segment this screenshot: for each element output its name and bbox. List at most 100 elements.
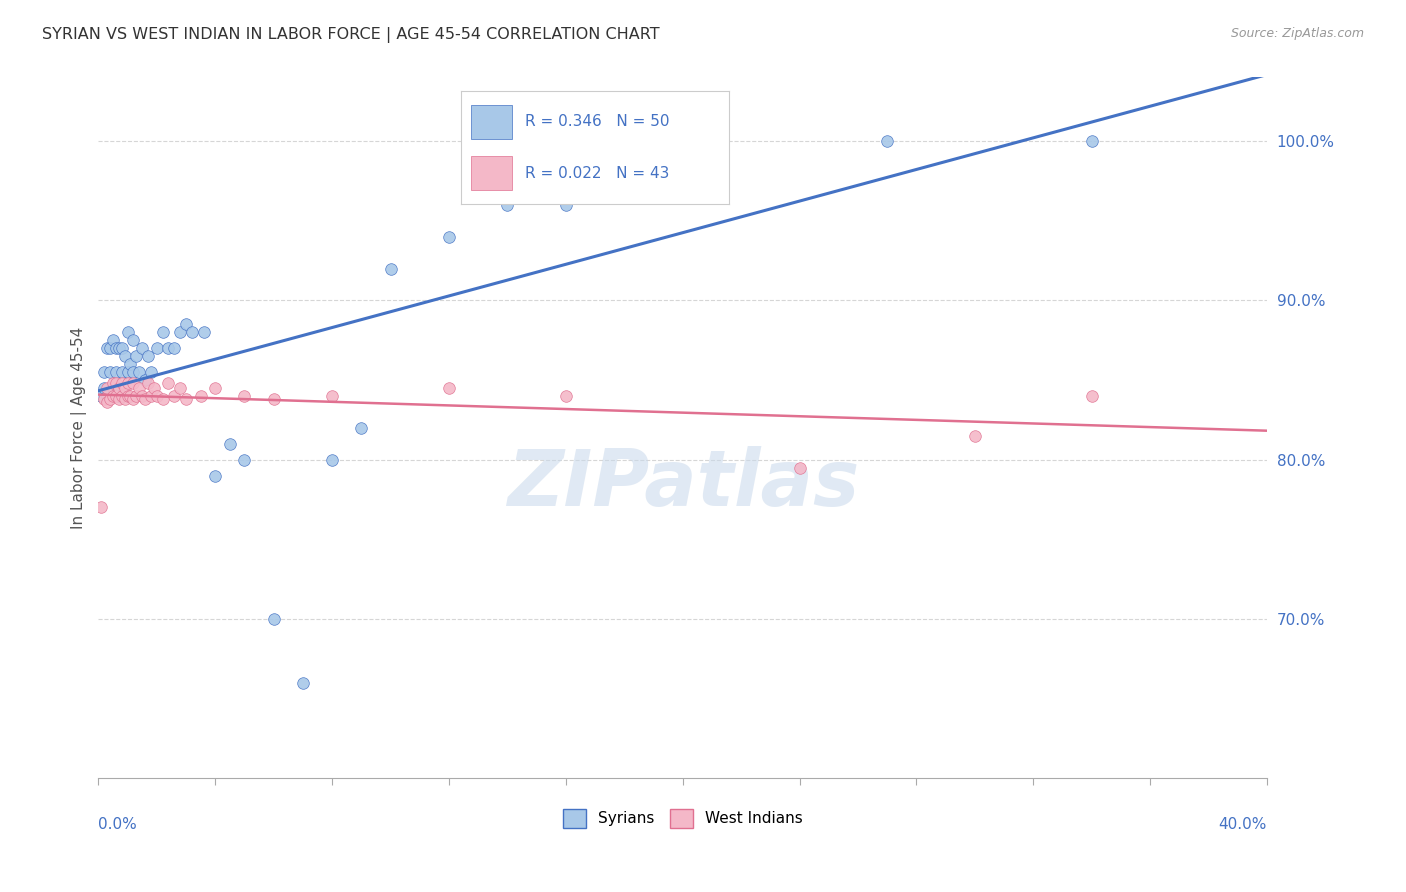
Point	[125, 349, 148, 363]
Point	[350, 421, 373, 435]
Point	[114, 381, 136, 395]
Point	[142, 381, 165, 395]
Point	[117, 365, 139, 379]
Point	[90, 389, 112, 403]
Point	[114, 392, 136, 406]
Point	[169, 326, 191, 340]
Point	[134, 392, 156, 406]
Point	[380, 261, 402, 276]
Point	[128, 365, 150, 379]
Point	[111, 365, 134, 379]
Point	[117, 376, 139, 391]
Point	[101, 333, 124, 347]
Point	[139, 365, 162, 379]
Point	[1080, 134, 1102, 148]
Point	[107, 381, 129, 395]
Point	[128, 381, 150, 395]
Point	[157, 376, 180, 391]
Point	[672, 134, 695, 148]
Point	[174, 392, 197, 406]
Point	[122, 365, 145, 379]
Point	[152, 326, 174, 340]
Point	[263, 392, 285, 406]
Point	[104, 365, 127, 379]
Point	[117, 389, 139, 403]
Text: SYRIAN VS WEST INDIAN IN LABOR FORCE | AGE 45-54 CORRELATION CHART: SYRIAN VS WEST INDIAN IN LABOR FORCE | A…	[42, 27, 659, 43]
Point	[96, 381, 118, 395]
Point	[131, 389, 153, 403]
Point	[120, 357, 142, 371]
Point	[107, 389, 129, 403]
Point	[789, 460, 811, 475]
Point	[233, 389, 256, 403]
Text: ZIPatlas: ZIPatlas	[506, 446, 859, 522]
Point	[263, 612, 285, 626]
Legend: Syrians, West Indians: Syrians, West Indians	[557, 803, 808, 834]
Point	[120, 389, 142, 403]
Point	[437, 229, 460, 244]
Point	[218, 436, 240, 450]
Point	[496, 198, 519, 212]
Point	[122, 376, 145, 391]
Point	[190, 389, 212, 403]
Point	[104, 376, 127, 391]
Point	[963, 429, 986, 443]
Point	[122, 392, 145, 406]
Point	[180, 326, 202, 340]
Point	[111, 389, 134, 403]
Point	[163, 389, 186, 403]
Point	[876, 134, 898, 148]
Point	[174, 318, 197, 332]
Point	[136, 376, 159, 391]
Point	[157, 341, 180, 355]
Point	[193, 326, 215, 340]
Point	[96, 389, 118, 403]
Point	[96, 395, 118, 409]
Point	[101, 376, 124, 391]
Y-axis label: In Labor Force | Age 45-54: In Labor Force | Age 45-54	[72, 326, 87, 529]
Point	[554, 389, 576, 403]
Point	[117, 326, 139, 340]
Point	[98, 365, 121, 379]
Point	[1080, 389, 1102, 403]
Point	[107, 341, 129, 355]
Point	[104, 341, 127, 355]
Point	[163, 341, 186, 355]
Text: 40.0%: 40.0%	[1219, 817, 1267, 831]
Point	[233, 452, 256, 467]
Point	[98, 341, 121, 355]
Point	[152, 392, 174, 406]
Text: Source: ZipAtlas.com: Source: ZipAtlas.com	[1230, 27, 1364, 40]
Point	[104, 389, 127, 403]
Point	[101, 381, 124, 395]
Point	[291, 675, 314, 690]
Text: 0.0%: 0.0%	[98, 817, 138, 831]
Point	[169, 381, 191, 395]
Point	[136, 349, 159, 363]
Point	[139, 389, 162, 403]
Point	[122, 333, 145, 347]
Point	[93, 365, 115, 379]
Point	[93, 392, 115, 406]
Point	[101, 389, 124, 403]
Point	[107, 392, 129, 406]
Point	[437, 381, 460, 395]
Point	[111, 376, 134, 391]
Point	[613, 182, 636, 196]
Point	[90, 500, 112, 515]
Point	[146, 341, 169, 355]
Point	[131, 341, 153, 355]
Point	[321, 389, 343, 403]
Point	[554, 198, 576, 212]
Point	[96, 341, 118, 355]
Point	[204, 468, 226, 483]
Point	[93, 381, 115, 395]
Point	[114, 349, 136, 363]
Point	[134, 373, 156, 387]
Point	[125, 389, 148, 403]
Point	[321, 452, 343, 467]
Point	[146, 389, 169, 403]
Point	[98, 392, 121, 406]
Point	[204, 381, 226, 395]
Point	[111, 341, 134, 355]
